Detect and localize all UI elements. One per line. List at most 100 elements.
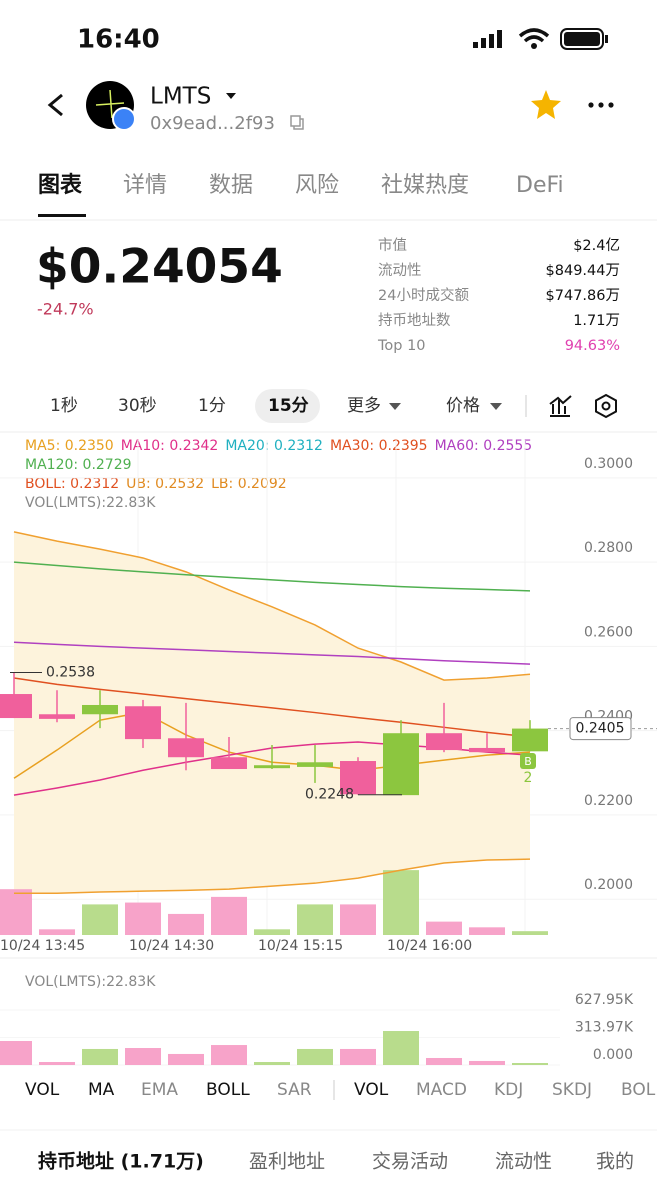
dropdown-icon [490,403,502,410]
interval[interactable]: 15分 [268,396,309,416]
token-name: LMTS [150,84,211,110]
interval[interactable]: 更多 [347,396,381,416]
high-label: 0.2538 [46,665,95,681]
volume-bar [168,913,204,935]
indicator-tab[interactable]: BOLL [206,1080,250,1100]
volume-bar [0,889,32,935]
stat-label: Top 10 [377,338,426,354]
copy-icon[interactable] [290,115,304,130]
candle-body [383,733,419,796]
tab[interactable]: 风险 [295,173,339,198]
x-tick-label: 10/24 16:00 [387,938,472,954]
y-tick-label: 0.2800 [584,540,633,556]
legend-item: MA30: 0.2395 [330,438,428,454]
x-tick-label: 10/24 15:15 [258,938,343,954]
price-change: -24.7% [37,300,94,319]
indicator-tab[interactable]: SKDJ [552,1080,592,1100]
token-logo [86,81,136,131]
tab[interactable]: 图表 [38,173,83,198]
volume-bar [297,904,333,935]
interval[interactable]: 1秒 [50,396,78,416]
x-tick-label: 10/24 14:30 [129,938,214,954]
legend-item: LB: 0.2092 [211,476,287,492]
bottom-tab[interactable]: 流动性 [495,1151,552,1173]
stat-value: $747.86万 [546,288,620,304]
stat-value: $849.44万 [546,263,620,279]
tab[interactable]: 详情 [123,173,167,198]
boll-band [14,531,530,894]
indicator-tab[interactable]: MA [88,1080,115,1100]
tab[interactable]: 社媒热度 [381,173,469,198]
stat-value: 1.71万 [573,313,620,329]
legend-item: MA120: 0.2729 [25,457,132,473]
stat-label: 持币地址数 [378,312,451,329]
tab-underline [38,214,86,217]
candle-body [168,738,204,758]
stat-value: $2.4亿 [573,237,620,254]
candle-body [469,747,505,753]
x-tick-label: 10/24 13:45 [0,938,85,954]
legend-item: MA5: 0.2350 [25,438,114,454]
token-address: 0x9ead...2f93 [150,113,275,134]
favorite-star[interactable] [531,90,561,119]
indicator-line [13,641,531,665]
candle-body [254,765,290,769]
stat-value: 94.63% [565,338,620,354]
back-button[interactable] [47,93,63,117]
legend-item: BOLL: 0.2312 [25,476,119,492]
interval[interactable]: 1分 [198,396,226,416]
bottom-tab[interactable]: 盈利地址 [249,1151,325,1173]
vol-title: VOL(LMTS):22.83K [25,974,156,990]
indicator-tab[interactable]: SAR [277,1080,312,1100]
indicator-line [13,531,531,681]
trade-badge [520,753,536,769]
volume-bar [469,927,505,935]
bottom-tab[interactable]: 持币地址 (1.71万) [38,1150,204,1173]
volume-bar [82,904,118,935]
interval-pill [255,389,320,423]
indicator-tab[interactable]: MACD [416,1080,467,1100]
status-time: 16:40 [77,25,160,55]
y-tick-label: 627.95K [575,992,634,1008]
candle-body [39,714,75,719]
price-tag [569,717,632,741]
volume-bar [0,1041,32,1065]
y-tick-label: 0.2000 [584,877,633,893]
candle-body [340,761,376,795]
indicator-tab[interactable]: VOL [25,1080,60,1100]
volume-bar [82,1048,118,1065]
trade-count: 2 [524,770,533,786]
price-tag-label: 0.2405 [576,721,625,737]
dropdown-icon[interactable] [226,93,236,99]
settings-icon[interactable] [595,393,617,419]
indicator-tab[interactable]: EMA [141,1080,178,1100]
status-icons [473,28,608,50]
interval[interactable]: 30秒 [118,396,157,416]
candle-body [0,694,32,719]
tab[interactable]: DeFi [516,173,564,198]
volume-bar [512,1063,548,1065]
interval[interactable]: 价格 [446,396,480,416]
tab[interactable]: 数据 [209,173,253,198]
volume-bar [297,1048,333,1065]
trade-side: B [524,755,532,768]
indicator-line [13,561,531,592]
indicator-tab[interactable]: VOL [354,1080,389,1100]
volume-bar [168,1053,204,1065]
legend-item: UB: 0.2532 [126,476,204,492]
more-menu[interactable] [588,102,614,108]
volume-bar [512,931,548,935]
candle-body [426,733,462,751]
y-tick-label: 0.2200 [584,793,633,809]
legend-item: MA60: 0.2555 [435,438,533,454]
volume-bar [426,921,462,935]
volume-bar [211,896,247,935]
volume-bar [383,870,419,935]
y-tick-label: 0.3000 [584,456,633,472]
bottom-tab[interactable]: 交易活动 [372,1151,448,1173]
indicator-icon[interactable] [549,395,572,417]
indicator-tab[interactable]: KDJ [494,1080,523,1100]
indicator-tab[interactable]: BOL [621,1080,656,1100]
bottom-tab[interactable]: 我的 [596,1151,634,1173]
